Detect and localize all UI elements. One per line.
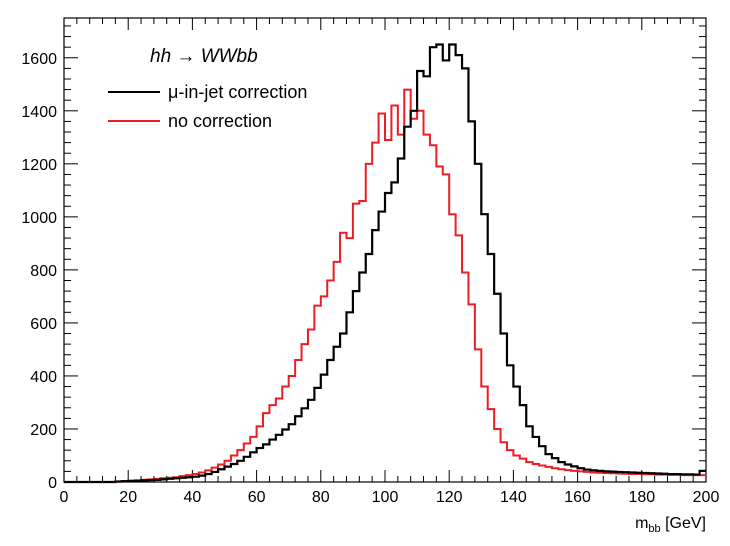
x-axis-label-main: m bbox=[635, 515, 648, 532]
x-axis-label-unit: [GeV] bbox=[661, 515, 706, 532]
x-tick-label: 160 bbox=[564, 489, 591, 506]
legend-label-no-correction: no correction bbox=[168, 111, 272, 131]
y-tick-label: 1400 bbox=[21, 104, 57, 121]
y-tick-label: 800 bbox=[30, 263, 57, 280]
series-group bbox=[64, 43, 706, 484]
y-tick-label: 1000 bbox=[21, 210, 57, 227]
x-tick-label: 0 bbox=[60, 489, 69, 506]
x-tick-label: 100 bbox=[372, 489, 399, 506]
axes-group: 0 20 40 60 80 100 120 140 160 180 200 0 200 400 600 800… bbox=[21, 17, 720, 506]
y-tick-label: 1600 bbox=[21, 51, 57, 68]
x-tick-label: 140 bbox=[500, 489, 527, 506]
x-tick-label: 20 bbox=[119, 489, 137, 506]
y-tick-label: 0 bbox=[48, 475, 57, 492]
series-line-0 bbox=[64, 43, 706, 484]
legend-label-mu-in-jet: μ-in-jet correction bbox=[168, 82, 307, 102]
x-tick-label: 180 bbox=[628, 489, 655, 506]
plot-frame bbox=[63, 17, 707, 483]
y-tick-label: 1200 bbox=[21, 157, 57, 174]
y-tick-label: 600 bbox=[30, 316, 57, 333]
x-tick-label: 80 bbox=[312, 489, 330, 506]
x-tick-label: 120 bbox=[436, 489, 463, 506]
y-tick-label: 200 bbox=[30, 422, 57, 439]
x-tick-label: 200 bbox=[693, 489, 720, 506]
x-axis-label: mbb [GeV] bbox=[635, 515, 706, 535]
x-tick-label: 40 bbox=[184, 489, 202, 506]
x-tick-label: 60 bbox=[248, 489, 266, 506]
series-line-1 bbox=[64, 88, 706, 483]
y-tick-label: 400 bbox=[30, 369, 57, 386]
x-axis-label-subscript: bb bbox=[648, 523, 660, 535]
legend-title: hh → WWbb bbox=[150, 46, 258, 67]
legend: hh → WWbb μ-in-jet correction no correct… bbox=[108, 46, 307, 131]
